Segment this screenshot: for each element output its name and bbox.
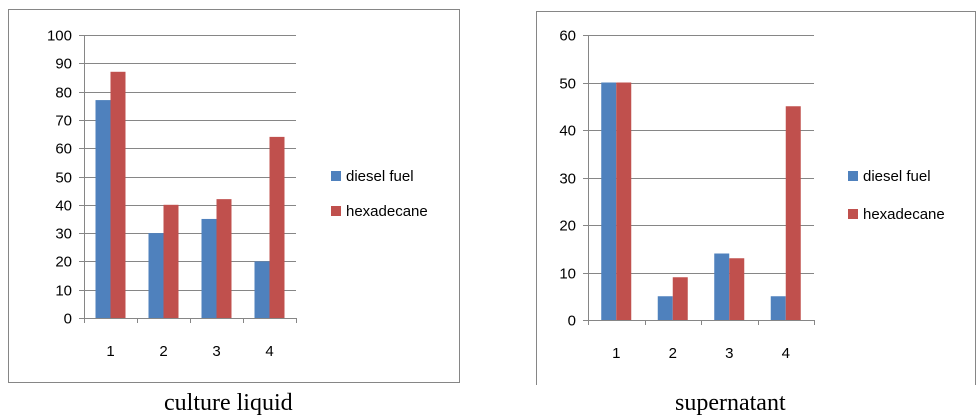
bar-diesel-fuel-3 [714,253,730,320]
bar-hexadecane-4 [269,136,285,318]
x-tick-label: 3 [212,343,220,360]
bar-diesel-fuel-4 [254,261,270,318]
bar-hexadecane-3 [216,199,232,318]
chart-svg-culture-liquid: 0 10 20 30 40 50 60 70 80 90 100 1 2 3 4 diesel fuel h… [8,9,460,383]
x-tick-label: 4 [782,345,790,362]
legend-label: hexadecane [863,206,945,223]
y-tick-label: 100 [47,28,72,45]
legend-label: diesel fuel [863,168,931,185]
y-tick-label: 10 [559,266,576,283]
bar-diesel-fuel-1 [95,100,111,318]
y-tick-label: 20 [559,218,576,235]
y-tick-label: 40 [559,123,576,140]
legend-label: hexadecane [346,203,428,220]
y-tick-label: 60 [559,28,576,45]
chart-svg-supernatant: 0 10 20 30 40 50 60 1 2 3 4 diesel fuel hexadecane [536,11,976,385]
legend-swatch [848,171,858,181]
legend-swatch [331,206,341,216]
y-tick-label: 80 [55,85,72,102]
chart-panel-supernatant: 0 10 20 30 40 50 60 1 2 3 4 diesel fuel hexadecane… [532,0,977,420]
legend-label: diesel fuel [346,168,414,185]
y-tick-label: 70 [55,113,72,130]
y-tick-label: 0 [568,313,576,330]
x-tick-label: 1 [612,345,620,362]
y-tick-label: 40 [55,198,72,215]
y-tick-label: 0 [64,311,72,328]
y-tick-label: 60 [55,141,72,158]
bar-diesel-fuel-2 [148,233,164,318]
legend-swatch [331,171,341,181]
y-tick-label: 90 [55,56,72,73]
chart-legend: diesel fuel hexadecane [331,168,428,220]
bar-diesel-fuel-1 [601,82,617,320]
x-tick-label: 2 [159,343,167,360]
y-tick-label: 30 [559,171,576,188]
x-tick-label: 1 [106,343,114,360]
bar-diesel-fuel-3 [201,218,217,318]
bar-hexadecane-4 [785,106,801,320]
chart-frame [8,9,460,383]
bar-hexadecane-2 [163,204,179,318]
bar-hexadecane-1 [616,82,632,320]
bar-diesel-fuel-4 [770,296,786,320]
chart-panel-culture-liquid: 0 10 20 30 40 50 60 70 80 90 100 1 2 3 4 diesel fuel h… [0,0,470,420]
bar-hexadecane-3 [729,258,745,320]
x-tick-label: 4 [265,343,273,360]
chart-caption: culture liquid [164,390,293,416]
bar-hexadecane-1 [110,71,126,318]
chart-legend: diesel fuel hexadecane [848,168,945,223]
y-tick-label: 50 [559,76,576,93]
chart-caption: supernatant [675,390,786,416]
legend-swatch [848,209,858,219]
y-tick-label: 20 [55,254,72,271]
x-tick-label: 2 [669,345,677,362]
y-tick-label: 30 [55,226,72,243]
bar-hexadecane-2 [672,277,688,320]
y-tick-label: 10 [55,283,72,300]
bar-diesel-fuel-2 [657,296,673,320]
y-tick-label: 50 [55,170,72,187]
x-tick-label: 3 [725,345,733,362]
